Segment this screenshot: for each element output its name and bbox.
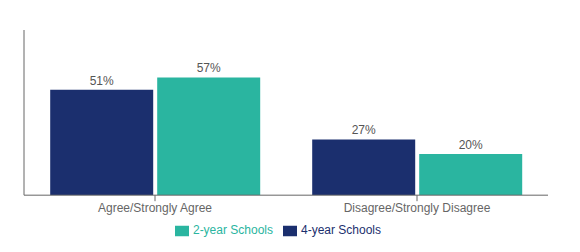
html-text:2-year Schools: 2-year Schools	[193, 223, 273, 238]
svg-text:Disagree/Strongly Disagree: Disagree/Strongly Disagree	[344, 201, 491, 215]
svg-text:Agree/Strongly Agree: Agree/Strongly Agree	[98, 201, 212, 215]
svg-text:27%: 27%	[352, 123, 376, 137]
html-text:4-year Schools: 4-year Schools	[301, 223, 381, 238]
svg-text:51%: 51%	[90, 74, 114, 88]
svg-text:20%: 20%	[459, 138, 483, 152]
svg-text:57%: 57%	[197, 61, 221, 75]
